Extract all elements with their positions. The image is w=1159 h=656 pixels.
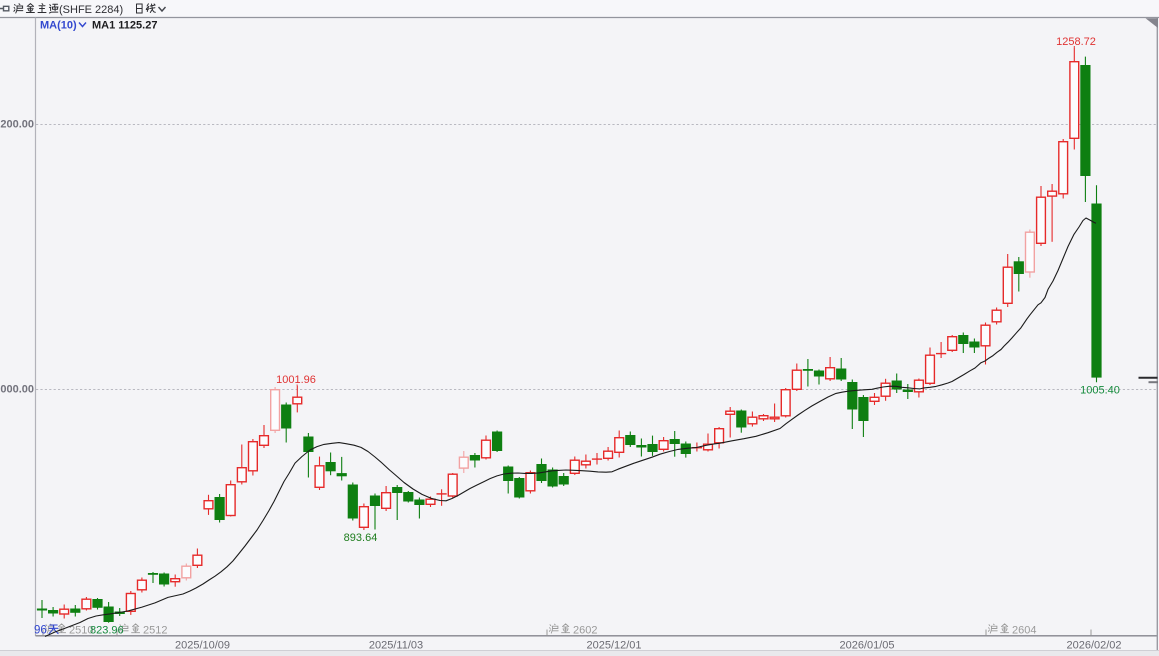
svg-text:2026/01/05: 2026/01/05 — [839, 640, 894, 652]
svg-text:1001.96: 1001.96 — [276, 374, 316, 386]
svg-text:000.00: 000.00 — [0, 384, 34, 396]
svg-text:2025/10/09: 2025/10/09 — [175, 640, 230, 652]
svg-text:1258.72: 1258.72 — [1056, 36, 1096, 48]
svg-text:2025/11/03: 2025/11/03 — [369, 640, 423, 652]
svg-text:893.64: 893.64 — [344, 532, 378, 544]
svg-text:2602: 2602 — [573, 625, 597, 637]
svg-text:2025/12/01: 2025/12/01 — [586, 640, 641, 652]
svg-text:823.96: 823.96 — [90, 625, 124, 637]
svg-text:1005.40: 1005.40 — [1080, 385, 1120, 397]
svg-text:(SHFE 2284): (SHFE 2284) — [59, 4, 123, 16]
svg-text:96: 96 — [34, 625, 47, 637]
svg-text:2604: 2604 — [1012, 625, 1036, 637]
svg-text:MA(10): MA(10) — [40, 20, 77, 32]
svg-text:2510: 2510 — [69, 625, 93, 637]
svg-text:MA1 1125.27: MA1 1125.27 — [92, 20, 157, 32]
svg-text:2512: 2512 — [143, 625, 167, 637]
svg-text:2026/02/02: 2026/02/02 — [1066, 640, 1121, 652]
svg-text:200.00: 200.00 — [0, 119, 34, 131]
